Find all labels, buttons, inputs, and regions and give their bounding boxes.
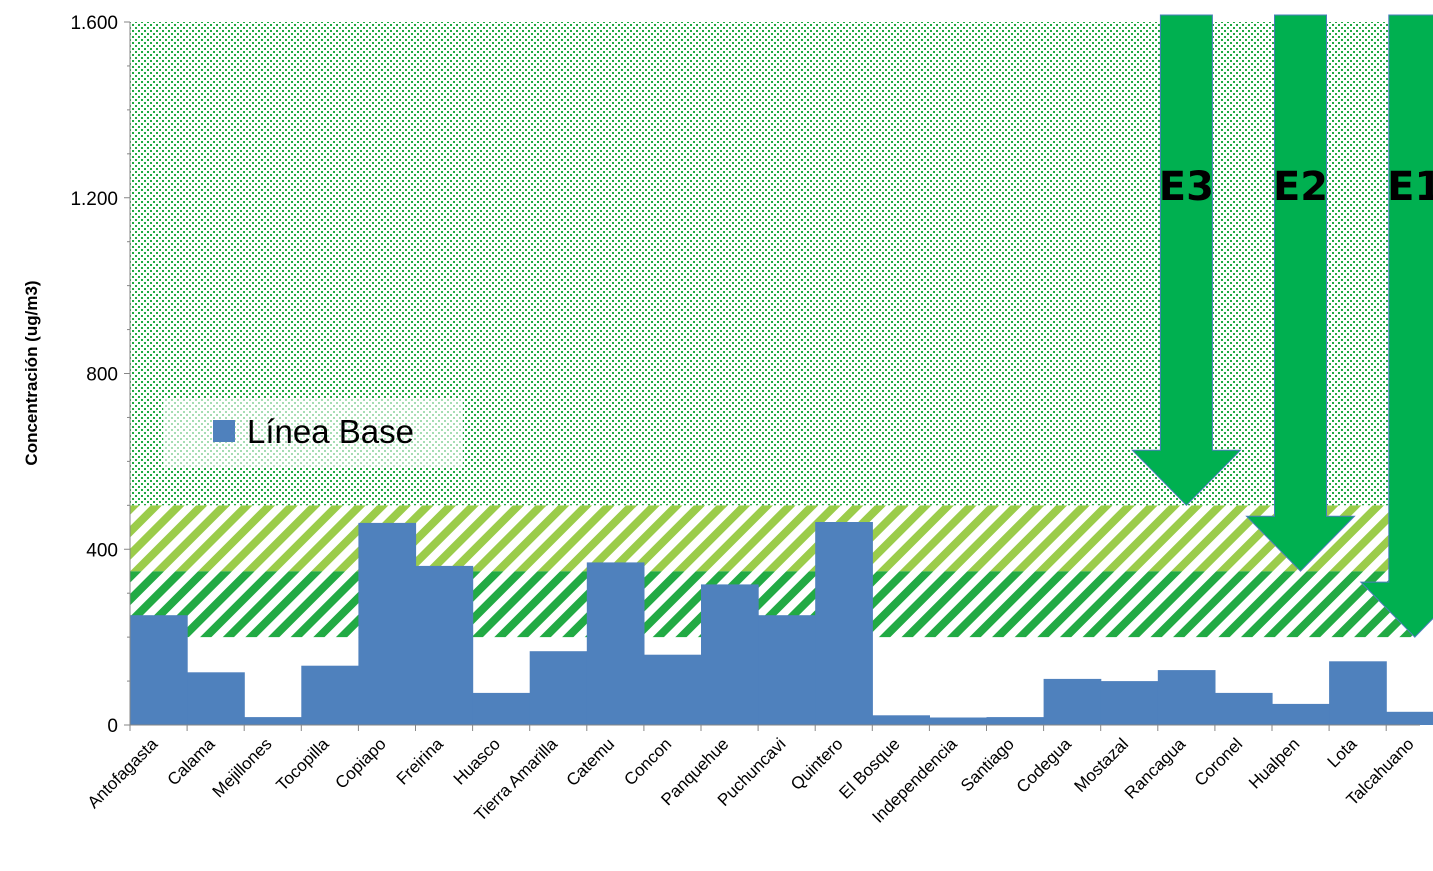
- annotation-arrow-e1: [1359, 14, 1433, 638]
- bar-puchuncavi: [758, 615, 816, 725]
- bar-coronel: [1214, 692, 1273, 725]
- bar-tocopilla: [301, 665, 359, 725]
- x-tick-label: Huasco: [450, 734, 504, 788]
- legend-label: Línea Base: [247, 413, 414, 450]
- bar-rancagua: [1157, 670, 1216, 725]
- x-tick-label: Codegua: [1013, 734, 1076, 797]
- y-axis-title: Concentración (ug/m3): [22, 280, 41, 465]
- bar-santiago: [986, 717, 1045, 725]
- bar-el-bosque: [872, 715, 930, 725]
- x-tick-label: Santiago: [957, 734, 1018, 795]
- x-tick-label: Lota: [1324, 734, 1361, 771]
- bar-freirina: [415, 565, 474, 725]
- bar-tierra-amarilla: [529, 651, 588, 725]
- bar-copiapo: [358, 522, 417, 725]
- y-tick-label: 400: [86, 540, 118, 561]
- legend: Línea Base: [163, 398, 463, 468]
- threshold-band-2: [130, 505, 1420, 572]
- bar-catemu: [586, 562, 645, 725]
- x-tick-label: Quintero: [787, 734, 847, 794]
- bar-quintero: [815, 522, 873, 725]
- annotation-label-e1: E1: [1387, 164, 1433, 210]
- bar-independencia: [929, 717, 988, 725]
- x-tick-label: Calama: [164, 734, 219, 789]
- annotation-label-e2: E2: [1273, 164, 1328, 210]
- y-tick-label: 1.600: [70, 13, 118, 34]
- annotation-label-e3: E3: [1159, 164, 1214, 210]
- bar-mejillones: [244, 717, 302, 725]
- bar-concon: [643, 654, 702, 725]
- bar-codegua: [1043, 678, 1102, 725]
- bar-lota: [1329, 661, 1387, 725]
- x-tick-label: Catemu: [563, 734, 619, 790]
- threshold-bands: [130, 22, 1420, 638]
- bar-huasco: [472, 692, 531, 725]
- x-tick-label: Concon: [620, 734, 675, 789]
- y-tick-label: 0: [107, 716, 118, 737]
- bar-calama: [187, 672, 245, 725]
- bar-panquehue: [701, 584, 759, 725]
- bar-hualpen: [1272, 703, 1330, 725]
- x-tick-label: Hualpen: [1245, 734, 1303, 792]
- annotation-arrow-e3: [1131, 14, 1242, 507]
- y-tick-label: 800: [86, 365, 118, 386]
- x-tick-label: Mejillones: [209, 734, 276, 801]
- x-tick-label: Rancagua: [1121, 734, 1190, 803]
- x-tick-label: Coronel: [1191, 734, 1247, 790]
- annotation-arrow-e2: [1245, 14, 1356, 572]
- bar-talcahuano: [1386, 711, 1433, 725]
- bar-antofagasta: [130, 615, 188, 725]
- x-tick-label: Freirina: [393, 734, 448, 789]
- annotations: E3 E2 E1: [1131, 14, 1433, 638]
- bar-mostazal: [1100, 681, 1159, 725]
- bar-series: [130, 522, 1433, 725]
- x-tick-label: Antofagasta: [84, 734, 162, 812]
- legend-swatch: [213, 420, 235, 442]
- y-tick-label: 1.200: [70, 189, 118, 210]
- x-tick-label: Copiapo: [332, 734, 390, 792]
- x-tick-label: Tocopilla: [272, 734, 333, 795]
